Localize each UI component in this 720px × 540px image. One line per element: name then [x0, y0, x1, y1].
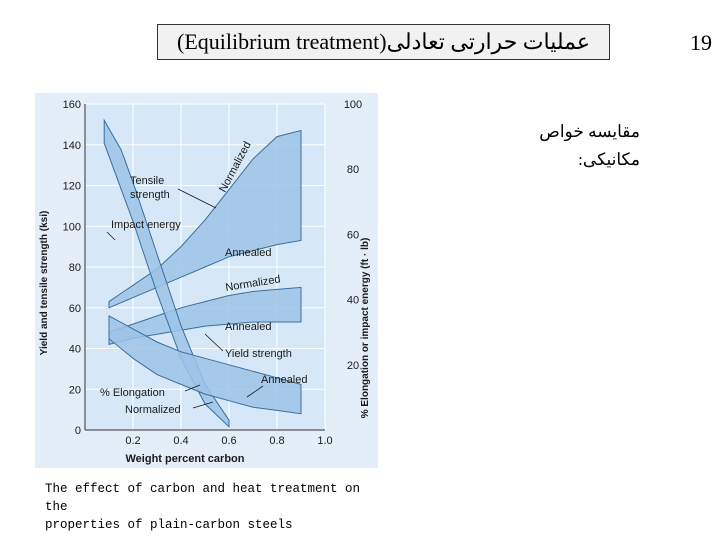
figure-caption: The effect of carbon and heat treatment … — [45, 480, 375, 534]
y-left-tick-label: 140 — [63, 140, 81, 152]
y-left-tick-label: 0 — [75, 425, 81, 437]
y-left-tick-label: 40 — [69, 344, 81, 356]
label-annealed-yield: Annealed — [225, 321, 272, 333]
leader-annealed-elong — [246, 385, 264, 398]
label-tensile-strength-2: strength — [130, 189, 170, 201]
y-left-tick-label: 20 — [69, 384, 81, 396]
page-number: 19 — [690, 30, 712, 55]
leader-elongation — [184, 384, 201, 392]
caption-line2: properties of plain-carbon steels — [45, 518, 293, 532]
tick-layer: 0 20 40 60 80 100 120 140 160 20 40 60 80 100 0.2 0.4 0.… — [63, 99, 363, 447]
band-elongation — [108, 315, 302, 415]
y-right-tick-label: 100 — [344, 99, 362, 111]
label-annealed-elongation: Annealed — [261, 374, 308, 386]
y-left-axis-label: Yield and tensile strength (ksi) — [39, 211, 50, 356]
leader-yield — [204, 333, 224, 352]
y-right-tick-label: 60 — [347, 229, 359, 241]
x-tick-label: 0.2 — [125, 435, 140, 447]
x-tick-label: 1.0 — [317, 435, 332, 447]
y-left-tick-label: 80 — [69, 262, 81, 274]
label-tensile-strength-1: Tensile — [130, 175, 164, 187]
label-elongation: % Elongation — [100, 387, 165, 399]
band-impact-energy — [103, 118, 230, 428]
side-text-line1: مقایسه خواص — [539, 122, 640, 141]
leader-tensile — [177, 188, 217, 209]
caption-line1: The effect of carbon and heat treatment … — [45, 482, 361, 514]
y-left-tick-label: 120 — [63, 181, 81, 193]
chart-container: 0 20 40 60 80 100 120 140 160 20 40 60 80 100 0.2 0.4 0.… — [35, 93, 378, 468]
chart-svg: 0 20 40 60 80 100 120 140 160 20 40 60 80 100 0.2 0.4 0.… — [35, 93, 378, 468]
side-text-line2: مکانیکی: — [578, 150, 640, 169]
slide-title: (Equilibrium treatment)عملیات حرارتی تعا… — [157, 24, 610, 60]
x-tick-label: 0.6 — [221, 435, 236, 447]
side-text: مقایسه خواص مکانیکی: — [420, 118, 640, 174]
leader-impact — [106, 231, 116, 241]
band-layer — [103, 118, 302, 428]
label-impact-energy: Impact energy — [111, 219, 181, 231]
label-annealed-tensile: Annealed — [225, 247, 272, 259]
x-axis-label: Weight percent carbon — [126, 453, 245, 465]
y-left-tick-label: 60 — [69, 303, 81, 315]
y-left-tick-label: 160 — [63, 99, 81, 111]
y-right-axis-label: % Elongation or impact energy (ft · lb) — [360, 238, 371, 419]
y-right-tick-label: 20 — [347, 360, 359, 372]
y-left-tick-label: 100 — [63, 221, 81, 233]
label-yield-strength: Yield strength — [225, 348, 292, 360]
x-tick-label: 0.8 — [269, 435, 284, 447]
y-right-tick-label: 80 — [347, 164, 359, 176]
slide-title-text: (Equilibrium treatment)عملیات حرارتی تعا… — [177, 29, 590, 54]
leader-normalized-elong — [192, 401, 214, 409]
label-normalized-elongation: Normalized — [125, 404, 181, 416]
x-tick-label: 0.4 — [173, 435, 188, 447]
axis-layer — [84, 104, 325, 431]
y-right-tick-label: 40 — [347, 295, 359, 307]
band-yield-strength — [108, 286, 302, 346]
